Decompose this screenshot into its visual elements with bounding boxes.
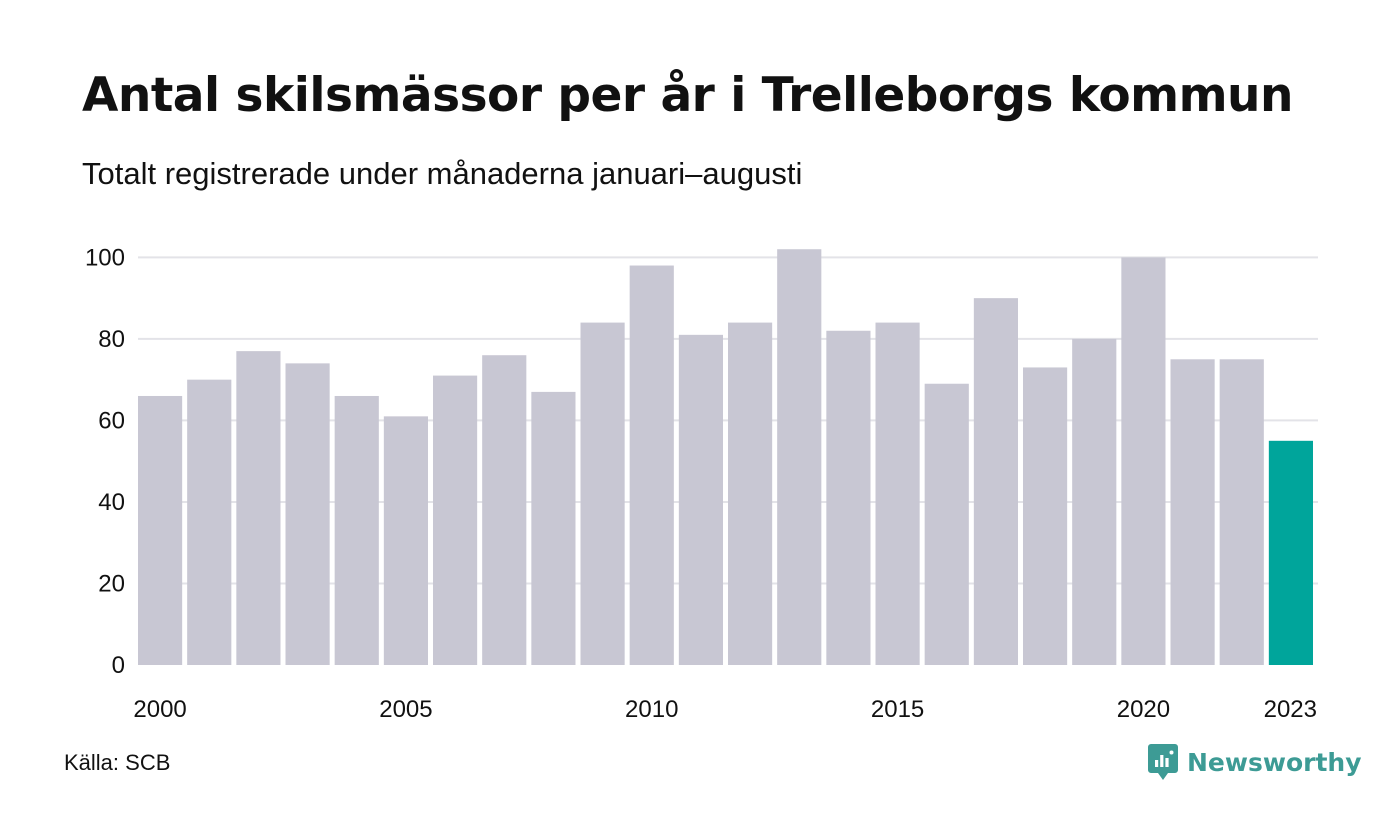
y-axis-ticks: 0 20 40 60 80 100 <box>85 244 125 679</box>
bar-2001 <box>187 379 232 665</box>
bar-2011 <box>678 334 723 665</box>
bar-2013 <box>777 249 822 665</box>
x-tick-label: 2000 <box>133 696 186 723</box>
bars <box>138 249 1313 665</box>
bar-2007 <box>482 355 527 665</box>
bar-2014 <box>826 330 871 665</box>
bar-2015 <box>875 322 920 665</box>
y-tick-label: 100 <box>85 244 125 271</box>
y-tick-label: 20 <box>98 570 125 597</box>
y-tick-label: 60 <box>98 407 125 434</box>
chart-subtitle: Totalt registrerade under månaderna janu… <box>82 156 803 191</box>
bar-2021 <box>1170 359 1215 665</box>
source-note: Källa: SCB <box>64 750 171 775</box>
y-tick-label: 40 <box>98 489 125 516</box>
bar-2004 <box>334 395 379 665</box>
bar-chart-badge-icon <box>1148 744 1178 780</box>
x-axis-ticks: 2000 2005 2010 2015 2020 2023 <box>133 696 1317 723</box>
bar-2005 <box>383 416 428 665</box>
bar-2006 <box>433 375 478 665</box>
x-tick-label: 2015 <box>871 696 924 723</box>
bar-2012 <box>728 322 773 665</box>
x-tick-label: 2020 <box>1117 696 1170 723</box>
chart-title: Antal skilsmässor per år i Trelleborgs k… <box>82 68 1293 123</box>
bar-2020 <box>1121 257 1166 665</box>
bar-2016 <box>924 383 969 665</box>
brand-name: Newsworthy <box>1187 747 1362 777</box>
bar-2018 <box>1023 367 1068 665</box>
bar-2017 <box>973 298 1018 665</box>
bar-2003 <box>285 363 330 665</box>
bar-2002 <box>236 351 281 665</box>
brand: Newsworthy <box>1148 744 1362 780</box>
bar-2008 <box>531 391 576 665</box>
x-tick-label: 2010 <box>625 696 678 723</box>
bar-2023 <box>1268 440 1313 665</box>
y-tick-label: 80 <box>98 326 125 353</box>
bar-2000 <box>138 395 183 665</box>
x-tick-label: 2023 <box>1264 696 1317 723</box>
bar-2010 <box>629 265 674 665</box>
x-tick-label: 2005 <box>379 696 432 723</box>
bar-2019 <box>1072 338 1117 665</box>
y-tick-label: 0 <box>112 652 125 679</box>
bar-2009 <box>580 322 625 665</box>
bar-2022 <box>1219 359 1264 665</box>
